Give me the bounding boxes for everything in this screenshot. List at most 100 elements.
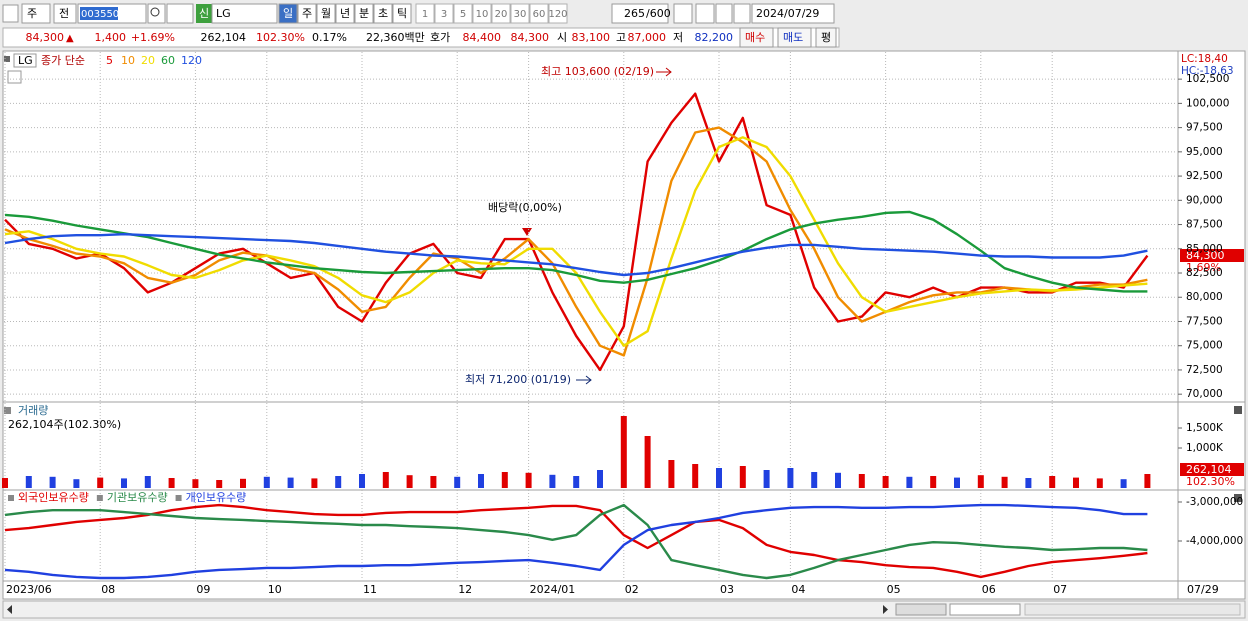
settings-button[interactable]: [733, 3, 751, 24]
period-text: 초: [378, 7, 388, 20]
period-button[interactable]: [297, 3, 317, 24]
y-tick-label: 87,500: [1186, 219, 1223, 231]
menu-icon[interactable]: [2, 4, 19, 23]
ask-label: 호가: [430, 31, 450, 44]
volume-bar: [216, 480, 223, 488]
volume-bar: [668, 460, 675, 488]
volume-bar: [739, 466, 746, 488]
name-input[interactable]: [211, 3, 278, 24]
badge-text: 신: [199, 7, 209, 20]
period-text: 주: [302, 7, 312, 20]
symbol: LG: [18, 54, 33, 67]
badge: [196, 4, 212, 23]
interval-button[interactable]: [529, 3, 549, 24]
period-button[interactable]: [392, 3, 412, 24]
interval-button[interactable]: [510, 3, 530, 24]
interval-button[interactable]: [548, 3, 568, 24]
series-line: [4, 210, 1148, 293]
y-tick-label: 70,000: [1186, 388, 1223, 400]
period-text: 년: [340, 7, 350, 20]
open-label: 시: [557, 31, 567, 44]
volume-ratio: 102.30%: [256, 31, 305, 44]
sell-button[interactable]: [777, 27, 812, 48]
legend-title: 종가 단순: [41, 54, 85, 67]
volume-bar: [311, 478, 318, 488]
search-button[interactable]: [147, 3, 166, 24]
arrow: [522, 228, 532, 236]
sell-text: 매도: [783, 31, 803, 44]
tool-button[interactable]: [673, 3, 693, 24]
close-button[interactable]: [1234, 406, 1242, 414]
high-label: 고: [616, 31, 626, 44]
interval-button[interactable]: [434, 3, 454, 24]
y-tick-label: 85,000: [1186, 243, 1223, 255]
low-label: 저: [673, 31, 683, 44]
bid: 84,300: [511, 31, 550, 44]
compare-button[interactable]: [53, 3, 77, 24]
count-box[interactable]: [611, 3, 669, 24]
volume-bar: [73, 479, 80, 488]
y-tick-label: 90,000: [1186, 194, 1223, 206]
sound-button[interactable]: [166, 3, 194, 24]
legend-entry: 5: [106, 54, 113, 67]
interval-button[interactable]: [491, 3, 511, 24]
y-tick-label: 72,500: [1186, 364, 1223, 376]
save-button[interactable]: [715, 3, 733, 24]
playback-controls[interactable]: [895, 603, 947, 616]
cursor-date: 07/29: [1187, 583, 1219, 596]
scroll-left[interactable]: [7, 605, 12, 614]
interval-text: 20: [495, 9, 508, 20]
volume-bar: [144, 476, 151, 488]
x-tick-label: 12: [458, 583, 472, 596]
y-tick-label: 1,000K: [1186, 442, 1224, 454]
volume-tag-ratio: 102.30%: [1186, 475, 1235, 488]
volume: 262,104: [201, 31, 247, 44]
interval-text: 3: [441, 9, 447, 20]
volume-bar: [835, 472, 841, 488]
table-icon[interactable]: [7, 70, 22, 84]
legend-entry: 기관보유수량: [107, 491, 168, 504]
lc-label: LC:18,40: [1181, 53, 1228, 65]
interval-button[interactable]: [415, 3, 435, 24]
volume-bar: [263, 476, 270, 488]
period-button[interactable]: [335, 3, 355, 24]
price-tag-change: 1.69%: [1186, 261, 1221, 274]
volume-bar: [811, 472, 818, 488]
volume-bar: [1073, 477, 1079, 488]
interval-button[interactable]: [453, 3, 473, 24]
arrow: [656, 67, 672, 77]
buy-button[interactable]: [739, 27, 774, 48]
turnover: 0.17%: [312, 31, 347, 44]
unit-text: 주: [27, 7, 37, 20]
volume-bar: [335, 476, 342, 488]
volume-bar: [25, 476, 32, 488]
volume-bar: [1120, 479, 1127, 488]
interval-button[interactable]: [472, 3, 492, 24]
tool-icons[interactable]: [1024, 603, 1241, 616]
search-icon: [150, 7, 160, 17]
volume-bar: [549, 474, 556, 488]
volume-bar: [454, 476, 461, 488]
volume-bar: [644, 436, 651, 488]
date-input[interactable]: [751, 3, 835, 24]
period-button[interactable]: [278, 3, 298, 24]
tool-button[interactable]: [695, 3, 715, 24]
x-tick-label: 07: [1053, 583, 1067, 596]
period-button[interactable]: [316, 3, 336, 24]
dividend-annotation: 배당락(0,00%): [488, 201, 562, 214]
unit-select[interactable]: [21, 3, 51, 24]
volume-tag-text: 262,104: [1186, 463, 1232, 476]
close-button[interactable]: [1234, 494, 1242, 502]
avg-button[interactable]: [815, 27, 837, 48]
x-tick-label: 04: [791, 583, 805, 596]
price-tag: [1180, 249, 1244, 262]
volume-bar: [977, 475, 984, 488]
period-button[interactable]: [354, 3, 374, 24]
zoom-slider[interactable]: [949, 603, 1021, 616]
hc-label: HC:-18,63: [1181, 65, 1234, 77]
period-button[interactable]: [373, 3, 393, 24]
series-line: [4, 503, 1148, 579]
scroll-right[interactable]: [883, 605, 888, 614]
volume-bar: [573, 476, 580, 488]
